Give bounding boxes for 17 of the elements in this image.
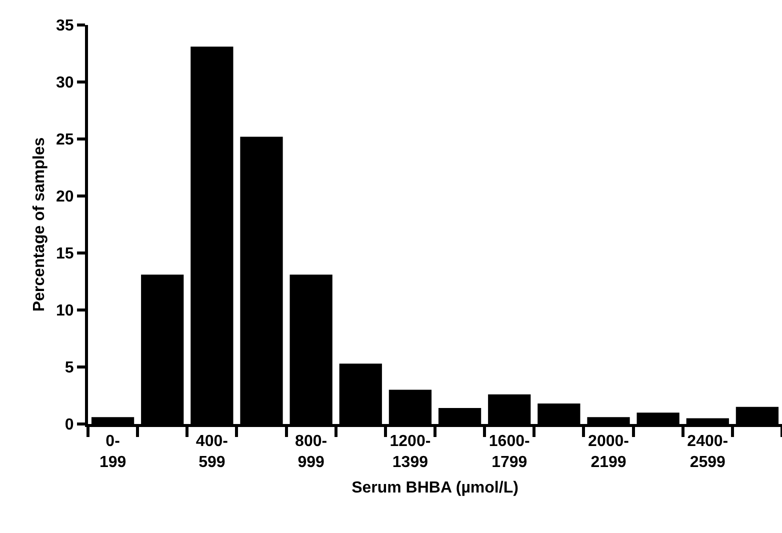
y-tick-label: 25 [56,132,74,149]
x-tick-label: 2000- 2199 [588,433,629,471]
y-axis-title: Percentage of samples [30,137,48,312]
x-tick-label: 400- 599 [196,433,228,471]
y-tick-label: 30 [56,74,74,92]
y-tick-label: 0 [64,416,74,434]
x-tick-label: 2400- 2599 [687,433,728,471]
y-tick-label: 20 [56,188,74,206]
x-axis-title: Serum BHBA (µmol/L) [352,480,518,497]
x-tick-label: 800- 999 [295,433,328,471]
y-tick-label: 10 [56,302,74,320]
x-tick-label: 1200- 1399 [390,433,431,471]
x-tick-label: 1600- 1799 [488,433,530,471]
y-tick-label: 15 [56,246,74,263]
y-tick-label: 35 [56,18,74,35]
y-tick-label: 5 [64,360,74,377]
x-tick-label: 0- 199 [99,433,126,471]
